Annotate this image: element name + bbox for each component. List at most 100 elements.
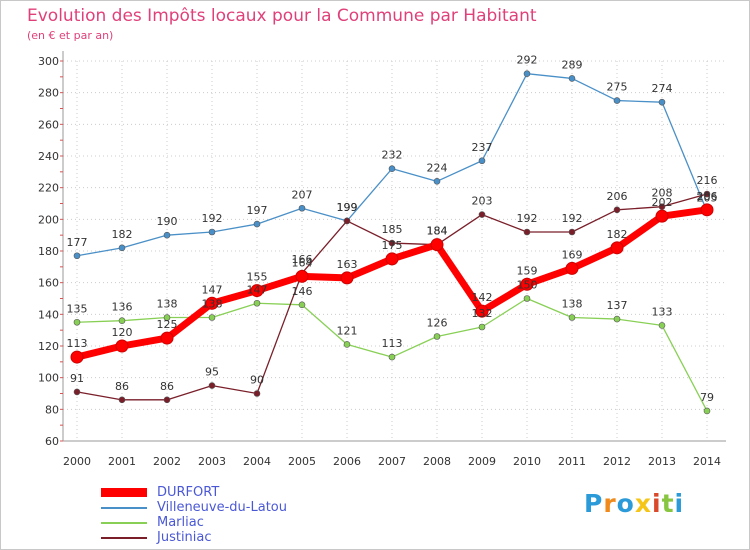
data-label-villeneuve-du-latou: 182 [112, 228, 133, 241]
data-label-marliac: 113 [382, 337, 403, 350]
point-villeneuve-du-latou [298, 204, 306, 212]
legend-label: Villeneuve-du-Latou [157, 500, 287, 515]
data-label-villeneuve-du-latou: 177 [67, 236, 88, 249]
data-label-marliac: 150 [517, 279, 538, 292]
data-label-villeneuve-du-latou: 197 [247, 204, 268, 217]
point-durfort [655, 209, 669, 223]
point-durfort [160, 331, 174, 345]
data-labels: 177 182 190 192 197 207 199 232 224 237 292 289 275 2… [67, 54, 718, 404]
point-villeneuve-du-latou [208, 228, 216, 236]
point-justiniac [703, 190, 711, 198]
x-tick-label: 2004 [243, 455, 271, 468]
data-label-durfort: 120 [112, 326, 133, 339]
legend-label: DURFORT [157, 485, 220, 500]
data-label-marliac: 138 [562, 298, 583, 311]
x-tick-label: 2006 [333, 455, 361, 468]
y-tick-label: 80 [45, 403, 59, 416]
legend-swatch [101, 536, 147, 539]
data-label-marliac: 79 [700, 391, 714, 404]
data-label-villeneuve-du-latou: 190 [157, 215, 178, 228]
point-villeneuve-du-latou [163, 231, 171, 239]
data-label-villeneuve-du-latou: 232 [382, 149, 403, 162]
data-label-marliac: 138 [157, 298, 178, 311]
legend-label: Justiniac [157, 530, 212, 545]
point-durfort [565, 261, 579, 275]
data-label-durfort: 184 [427, 225, 448, 238]
data-label-justiniac: 184 [427, 225, 448, 238]
x-tick-label: 2010 [513, 455, 541, 468]
y-tick-label: 300 [38, 55, 59, 68]
point-durfort [205, 296, 219, 310]
point-marliac [253, 299, 261, 307]
data-label-villeneuve-du-latou: 292 [517, 54, 538, 67]
logo-letter: i [674, 489, 685, 518]
x-tick-label: 2001 [108, 455, 136, 468]
data-label-marliac: 136 [112, 301, 133, 314]
point-villeneuve-du-latou [118, 244, 126, 252]
data-label-justiniac: 166 [292, 253, 313, 266]
point-marliac [343, 341, 351, 348]
data-label-justiniac: 206 [607, 190, 628, 203]
point-durfort [475, 304, 489, 318]
x-tick-label: 2002 [153, 455, 181, 468]
data-label-marliac: 135 [67, 302, 88, 315]
logo-letter: t [661, 489, 675, 518]
chart-title: Evolution des Impôts locaux pour la Comm… [27, 6, 537, 26]
x-tick-label: 2008 [423, 455, 451, 468]
point-villeneuve-du-latou [253, 220, 261, 228]
data-label-villeneuve-du-latou: 205 [697, 191, 718, 204]
point-villeneuve-du-latou [388, 165, 396, 172]
legend-item-marliac: Marliac [101, 515, 287, 530]
data-label-marliac: 146 [292, 285, 313, 298]
x-tick-label: 2013 [648, 455, 676, 468]
data-label-durfort: 155 [247, 271, 268, 284]
point-justiniac [388, 239, 396, 247]
point-durfort [340, 271, 354, 285]
logo-letter: i [652, 489, 662, 518]
point-justiniac [253, 390, 261, 397]
data-label-justiniac: 192 [562, 212, 583, 225]
legend-item-justiniac: Justiniac [101, 530, 287, 545]
point-marliac [208, 314, 216, 321]
data-label-marliac: 121 [337, 324, 358, 337]
data-label-durfort: 113 [67, 337, 88, 350]
data-label-durfort: 147 [202, 283, 223, 296]
x-tick-label: 2009 [468, 455, 496, 468]
legend-swatch [101, 521, 147, 524]
x-tick-label: 2000 [63, 455, 91, 468]
logo-letter: x [634, 489, 652, 518]
legend-label: Marliac [157, 515, 204, 530]
data-label-villeneuve-du-latou: 275 [607, 81, 628, 94]
y-tick-label: 60 [45, 435, 59, 448]
point-marliac [703, 407, 711, 415]
point-marliac [523, 295, 531, 302]
x-tick-label: 2007 [378, 455, 406, 468]
point-justiniac [118, 396, 126, 404]
data-label-justiniac: 185 [382, 223, 403, 236]
point-justiniac [73, 388, 81, 396]
point-justiniac [568, 228, 576, 236]
y-tick-label: 240 [38, 150, 59, 163]
point-durfort [295, 269, 309, 283]
data-label-marliac: 138 [202, 298, 223, 311]
point-marliac [163, 314, 171, 321]
point-durfort [700, 203, 714, 217]
point-justiniac [163, 396, 171, 404]
data-label-villeneuve-du-latou: 207 [292, 188, 313, 201]
legend-swatch [101, 506, 147, 509]
data-label-durfort: 163 [337, 258, 358, 271]
point-villeneuve-du-latou [433, 178, 441, 185]
data-label-marliac: 126 [427, 317, 448, 330]
x-tick-label: 2011 [558, 455, 586, 468]
y-tick-label: 280 [38, 87, 59, 100]
data-label-justiniac: 86 [115, 380, 129, 393]
data-label-marliac: 137 [607, 299, 628, 312]
data-label-justiniac: 91 [70, 372, 84, 385]
point-durfort [70, 350, 84, 364]
data-label-justiniac: 192 [517, 212, 538, 225]
point-durfort [430, 238, 444, 252]
y-tick-label: 160 [38, 277, 59, 290]
point-durfort [250, 284, 264, 298]
